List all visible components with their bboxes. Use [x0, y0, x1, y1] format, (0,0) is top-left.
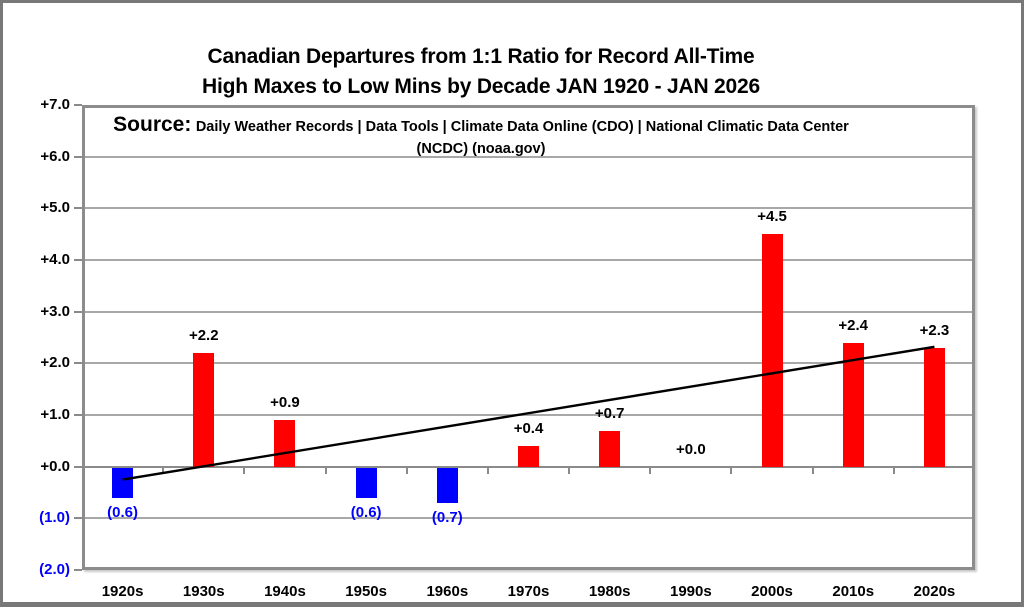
chart-title: Canadian Departures from 1:1 Ratio for R… — [0, 42, 962, 102]
plot-area — [82, 105, 975, 570]
chart-title-line1: Canadian Departures from 1:1 Ratio for R… — [207, 45, 755, 68]
gridline — [85, 259, 972, 261]
gridline — [85, 310, 972, 313]
gridline — [85, 155, 972, 158]
zero-axis-line — [85, 465, 972, 468]
chart-title-line2: High Maxes to Low Mins by Decade JAN 192… — [202, 75, 760, 98]
source-line2: (NCDC) (noaa.gov) — [416, 141, 546, 157]
gridline — [85, 362, 972, 365]
source-line1: Source: Daily Weather Records | Data Too… — [0, 113, 962, 137]
source-text: Daily Weather Records | Data Tools | Cli… — [195, 119, 849, 135]
gridline — [85, 517, 972, 520]
source-label: Source: — [113, 113, 192, 136]
gridline — [85, 207, 972, 210]
gridline — [85, 414, 972, 416]
source-note: Source: Daily Weather Records | Data Too… — [0, 113, 962, 157]
